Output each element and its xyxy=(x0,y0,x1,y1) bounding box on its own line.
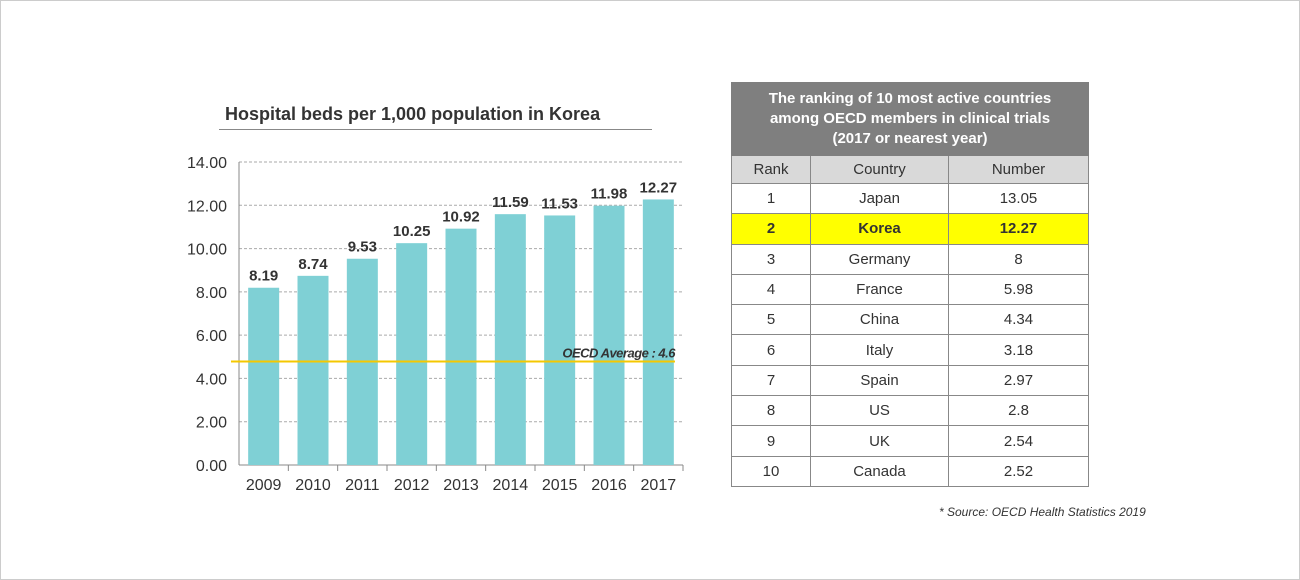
cell-number: 12.27 xyxy=(948,213,1089,245)
table-row: 2 Korea 12.27 xyxy=(731,213,1089,245)
cell-rank: 3 xyxy=(731,243,811,275)
cell-rank: 1 xyxy=(731,182,811,215)
table-row: 5 China 4.34 xyxy=(731,304,1089,336)
x-tick-label: 2010 xyxy=(295,477,331,494)
cell-number: 13.05 xyxy=(948,182,1089,215)
cell-rank: 7 xyxy=(731,364,811,397)
title-underline xyxy=(219,129,652,130)
table-row: 7 Spain 2.97 xyxy=(731,364,1089,397)
y-tick-label: 0.00 xyxy=(196,458,227,475)
cell-country: US xyxy=(810,395,949,427)
x-tick-label: 2016 xyxy=(591,477,627,494)
cell-rank: 4 xyxy=(731,273,811,306)
data-label: 12.27 xyxy=(640,179,678,196)
data-label: 10.25 xyxy=(393,223,431,240)
table-title-line: among OECD members in clinical trials xyxy=(769,110,1051,127)
data-label: 8.74 xyxy=(298,256,328,273)
cell-number: 2.97 xyxy=(948,364,1089,397)
header-rank: Rank xyxy=(731,155,811,184)
bar xyxy=(396,243,428,465)
table-header-row: Rank Country Number xyxy=(731,155,1089,184)
ranking-table: The ranking of 10 most active countries … xyxy=(731,82,1089,487)
data-label: 9.53 xyxy=(348,239,377,256)
y-tick-label: 12.00 xyxy=(187,198,227,215)
x-tick-label: 2017 xyxy=(641,477,677,494)
y-tick-label: 14.00 xyxy=(187,155,227,172)
data-label: 8.19 xyxy=(249,268,278,285)
cell-number: 4.34 xyxy=(948,304,1089,336)
cell-country: Japan xyxy=(810,182,949,215)
cell-number: 3.18 xyxy=(948,334,1089,366)
cell-rank: 9 xyxy=(731,425,811,457)
cell-rank: 6 xyxy=(731,334,811,366)
y-tick-label: 4.00 xyxy=(196,371,227,388)
data-label: 11.53 xyxy=(541,195,578,212)
data-label: 10.92 xyxy=(442,209,480,226)
cell-number: 2.54 xyxy=(948,425,1089,457)
table-row: 4 France 5.98 xyxy=(731,273,1089,306)
header-number: Number xyxy=(948,155,1089,184)
bar xyxy=(494,214,526,465)
bar xyxy=(544,215,576,465)
cell-country: Canada xyxy=(810,455,949,487)
bar xyxy=(445,228,477,465)
oecd-average-label: OECD Average : 4.6 xyxy=(562,345,676,360)
cell-country: UK xyxy=(810,425,949,457)
cell-rank: 10 xyxy=(731,455,811,487)
table-title-line: The ranking of 10 most active countries xyxy=(768,90,1052,107)
x-tick-label: 2012 xyxy=(394,477,430,494)
cell-country: Korea xyxy=(810,213,949,245)
table-row: 6 Italy 3.18 xyxy=(731,334,1089,366)
y-tick-label: 2.00 xyxy=(196,415,227,432)
cell-rank: 8 xyxy=(731,395,811,427)
cell-number: 2.8 xyxy=(948,395,1089,427)
cell-rank: 2 xyxy=(731,213,811,245)
cell-number: 2.52 xyxy=(948,455,1089,487)
x-tick-label: 2015 xyxy=(542,477,578,494)
x-tick-label: 2013 xyxy=(443,477,479,494)
data-label: 11.98 xyxy=(591,186,628,203)
cell-country: Italy xyxy=(810,334,949,366)
cell-country: Germany xyxy=(810,243,949,275)
bar xyxy=(642,199,674,465)
cell-country: France xyxy=(810,273,949,306)
table-row: 9 UK 2.54 xyxy=(731,425,1089,457)
table-row: 8 US 2.8 xyxy=(731,395,1089,427)
cell-country: China xyxy=(810,304,949,336)
y-tick-label: 6.00 xyxy=(196,328,227,345)
bar xyxy=(593,205,625,465)
table-row: 3 Germany 8 xyxy=(731,243,1089,275)
chart-title: Hospital beds per 1,000 population in Ko… xyxy=(225,104,601,124)
source-note: * Source: OECD Health Statistics 2019 xyxy=(939,505,1146,519)
x-tick-label: 2011 xyxy=(345,477,380,494)
table-row: 10 Canada 2.52 xyxy=(731,455,1089,487)
x-tick-label: 2009 xyxy=(246,477,282,494)
bar xyxy=(248,287,280,465)
header-country: Country xyxy=(810,155,949,184)
table-row: 1 Japan 13.05 xyxy=(731,182,1089,215)
x-tick-label: 2014 xyxy=(493,477,529,494)
cell-number: 5.98 xyxy=(948,273,1089,306)
y-tick-label: 10.00 xyxy=(187,242,227,259)
bar-chart: 0.00 2.00 4.00 6.00 8.00 10.00 12.00 14.00 8.19 2… xyxy=(187,155,684,494)
cell-country: Spain xyxy=(810,364,949,397)
cell-number: 8 xyxy=(948,243,1089,275)
bar xyxy=(297,275,329,465)
table-title: The ranking of 10 most active countries … xyxy=(731,82,1089,156)
cell-rank: 5 xyxy=(731,304,811,336)
data-label: 11.59 xyxy=(492,194,529,211)
table-title-line: (2017 or nearest year) xyxy=(832,130,988,147)
y-tick-label: 8.00 xyxy=(196,285,227,302)
